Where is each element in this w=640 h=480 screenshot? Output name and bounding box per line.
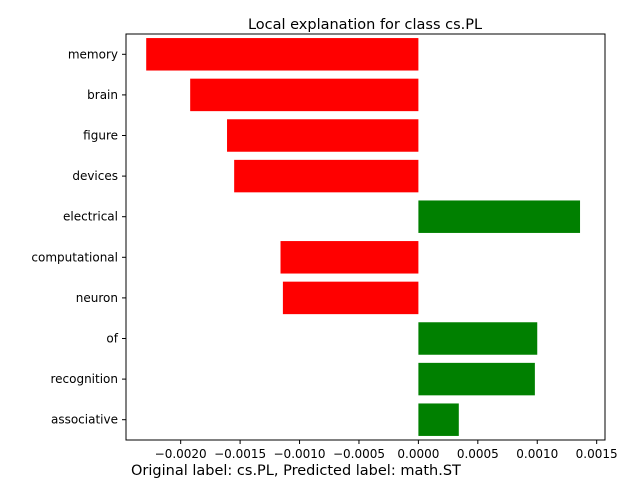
x-tick-label: −0.0010	[274, 447, 326, 461]
bars-group	[146, 38, 581, 436]
x-tick-label: 0.0005	[457, 447, 499, 461]
y-axis: memory brain figure devices electrical comput…	[31, 47, 126, 427]
bar-computational	[280, 241, 419, 274]
y-tick-label: brain	[87, 88, 118, 102]
bar-of	[418, 322, 538, 355]
y-tick-label: recognition	[50, 372, 118, 386]
bar-associative	[418, 403, 459, 436]
x-tick-label: 0.0015	[576, 447, 618, 461]
y-tick-label: devices	[72, 169, 118, 183]
y-tick-label: associative	[51, 413, 118, 427]
x-tick-label: 0.0010	[516, 447, 558, 461]
bar-devices	[234, 159, 419, 193]
y-tick-label: electrical	[63, 210, 118, 224]
y-tick-label: neuron	[76, 291, 118, 305]
x-tick-label: −0.0015	[214, 447, 266, 461]
bar-figure	[227, 119, 419, 152]
y-tick-label: memory	[68, 47, 118, 61]
bar-memory	[146, 38, 419, 71]
bar-neuron	[282, 281, 419, 315]
x-axis: −0.0020 −0.0015 −0.0010 −0.0005 0.0000 0.0005…	[155, 440, 618, 461]
x-tick-label: −0.0020	[155, 447, 207, 461]
chart-caption: Original label: cs.PL, Predicted label: …	[131, 463, 461, 479]
plot-frame	[125, 33, 606, 441]
x-tick-label: −0.0005	[333, 447, 385, 461]
bar-electrical	[418, 200, 581, 233]
y-tick-label: computational	[31, 250, 118, 264]
y-tick-label: of	[106, 332, 118, 346]
bar-brain	[190, 78, 419, 112]
y-tick-label: figure	[83, 129, 118, 143]
chart-title: Local explanation for class cs.PL	[248, 17, 482, 33]
bar-recognition	[418, 362, 535, 396]
x-tick-label: 0.0000	[397, 447, 439, 461]
